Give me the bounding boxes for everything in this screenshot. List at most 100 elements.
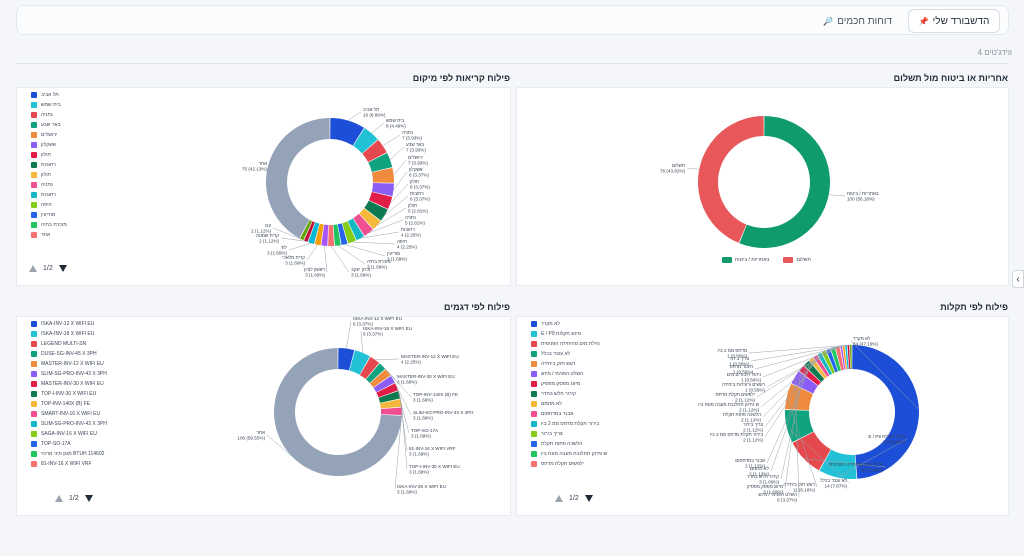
donut-slice[interactable] <box>380 399 402 409</box>
side-panel-toggle[interactable]: ‹ <box>1012 270 1024 288</box>
legend-item[interactable]: בירור תקלת מדחס ממ 2 ביו <box>531 419 631 429</box>
legend-item[interactable]: ירושלים <box>31 130 91 140</box>
legend-item[interactable]: נתניה <box>31 180 91 190</box>
donut-slice[interactable] <box>842 345 848 370</box>
donut-slice[interactable] <box>274 348 402 476</box>
donut-slice[interactable] <box>804 360 825 382</box>
legend-item[interactable]: בית שמש <box>31 100 91 110</box>
legend-item[interactable]: לא מחמם <box>531 399 631 409</box>
tab-smart-reports[interactable]: 🔎 דוחות חכמים <box>815 9 900 33</box>
donut-slice[interactable] <box>362 139 387 163</box>
donut-slice[interactable] <box>378 390 401 403</box>
donut-slice[interactable] <box>353 213 373 236</box>
legend-item[interactable]: SAGA-INV-16 X WIFI EU <box>31 429 111 439</box>
legend-item[interactable]: מודיעין <box>31 210 91 220</box>
legend-item[interactable]: רחובות <box>31 160 91 170</box>
donut-slice[interactable] <box>368 192 393 209</box>
donut-slice[interactable] <box>359 208 381 229</box>
donut-slice[interactable] <box>370 369 391 388</box>
page-down-icon[interactable] <box>584 495 593 502</box>
legend-item[interactable]: לא עובד בכלל <box>531 349 631 359</box>
donut-slice[interactable] <box>321 224 329 246</box>
donut-slice[interactable] <box>328 224 335 246</box>
tab-my-dashboard[interactable]: 📌 הדשבורד שלי <box>908 9 1000 33</box>
donut-slice[interactable] <box>373 375 395 393</box>
legend-item[interactable]: ילפשים תקלת מדחס <box>531 459 631 469</box>
donut-slice[interactable] <box>353 128 378 154</box>
donut-slice[interactable] <box>365 363 386 383</box>
donut-slice[interactable] <box>359 356 380 380</box>
donut-slice[interactable] <box>266 118 330 239</box>
legend-item[interactable]: LEGEND MULTI-SN <box>31 339 111 349</box>
page-up-icon[interactable] <box>555 495 563 502</box>
legend-item[interactable]: לא מקרר <box>531 319 631 329</box>
legend-item[interactable]: SMART-INV-16 X WIFI EU <box>31 409 111 419</box>
donut-slice[interactable] <box>819 449 857 479</box>
legend-item[interactable]: קירור חלש בחדר <box>531 389 631 399</box>
donut-slice[interactable] <box>371 167 394 183</box>
legend-item[interactable]: TOP-INV-140X (B) FE <box>31 399 111 409</box>
donut-slice[interactable] <box>342 221 356 244</box>
donut-slice[interactable] <box>337 223 348 245</box>
legend-item[interactable]: תשלום <box>783 257 811 263</box>
donut-slice[interactable] <box>299 219 313 241</box>
legend-item[interactable]: נתניה <box>31 110 91 120</box>
donut-slice[interactable] <box>698 116 764 243</box>
legend-item[interactable]: MASTER-INV-30 X WIFI EU <box>31 379 111 389</box>
donut-slice[interactable] <box>791 371 818 394</box>
donut-slice[interactable] <box>847 345 851 370</box>
donut-slice[interactable] <box>817 352 833 376</box>
page-down-icon[interactable] <box>58 265 67 272</box>
legend-item[interactable]: E / P9 מיזוג תקלות <box>531 329 631 339</box>
legend-item[interactable]: השלט הפנימי / מיזוג <box>531 369 631 379</box>
legend-item[interactable]: SLIM-SG-PRO-INV-43 X 3PH <box>31 419 111 429</box>
donut-slice[interactable] <box>821 350 835 374</box>
legend-item[interactable]: אבנר במדחסום <box>531 409 631 419</box>
donut-slice[interactable] <box>349 350 370 375</box>
donut-slice[interactable] <box>739 116 830 248</box>
legend-item[interactable]: DUSE-SG-INV-45 X 3PH <box>31 349 111 359</box>
donut-slice[interactable] <box>809 357 827 379</box>
legend-item[interactable]: באר שבע <box>31 120 91 130</box>
legend-item[interactable]: נזילת מים מהיחידה הפנימית <box>531 339 631 349</box>
legend-item[interactable]: ש גידוק תחלובת מעבה מונח ביו <box>531 449 631 459</box>
legend-item[interactable]: חולון <box>31 170 91 180</box>
donut-slice[interactable] <box>308 222 320 244</box>
legend-item[interactable]: צריך בירור <box>531 429 631 439</box>
donut-slice[interactable] <box>364 200 388 221</box>
donut-slice[interactable] <box>368 152 393 172</box>
donut-slice[interactable] <box>845 345 849 370</box>
legend-item[interactable]: ISKA-INV-18 X WIFI EU <box>31 329 111 339</box>
legend-item[interactable]: מיזוג מפסק מפסיק <box>531 379 631 389</box>
page-down-icon[interactable] <box>84 495 93 502</box>
legend-item[interactable]: באחריות / ביטוח <box>722 257 769 263</box>
donut-slice[interactable] <box>380 407 403 416</box>
donut-slice[interactable] <box>347 218 364 241</box>
donut-slice[interactable] <box>840 345 846 370</box>
legend-item[interactable]: MASTER-INV-12 X WIFI EU <box>31 359 111 369</box>
donut-slice[interactable] <box>371 183 394 197</box>
donut-slice[interactable] <box>314 223 324 246</box>
legend-item[interactable]: ISKA-INV-12 X WIFI EU <box>31 319 111 329</box>
legend-item[interactable]: חיפה <box>31 200 91 210</box>
donut-slice[interactable] <box>333 224 341 246</box>
legend-item[interactable]: TOP-SO-17A <box>31 439 111 449</box>
legend-item[interactable]: אשקלון <box>31 140 91 150</box>
legend-item[interactable]: הלשכה פתוח תקלת <box>531 439 631 449</box>
donut-slice[interactable] <box>835 346 844 371</box>
legend-item[interactable]: רעש חזק ביחידה <box>531 359 631 369</box>
page-up-icon[interactable] <box>29 265 37 272</box>
donut-slice[interactable] <box>338 348 355 371</box>
donut-slice[interactable] <box>330 118 364 146</box>
donut-slice[interactable] <box>304 221 315 242</box>
legend-item[interactable]: TOP-I-INV-30 X WIFI EU <box>31 389 111 399</box>
legend-item[interactable]: אחר <box>31 230 91 240</box>
legend-item[interactable]: חולון <box>31 150 91 160</box>
legend-item[interactable]: רחובות <box>31 190 91 200</box>
donut-slice[interactable] <box>830 347 841 372</box>
legend-item[interactable]: 81-INV-16 X WIFI VRF <box>31 459 111 469</box>
legend-item[interactable]: SLIM-SG-PRO-INV-43 X 3PH <box>31 369 111 379</box>
legend-item[interactable]: תל אביב <box>31 90 91 100</box>
donut-slice[interactable] <box>849 345 852 370</box>
donut-slice[interactable] <box>826 348 838 373</box>
